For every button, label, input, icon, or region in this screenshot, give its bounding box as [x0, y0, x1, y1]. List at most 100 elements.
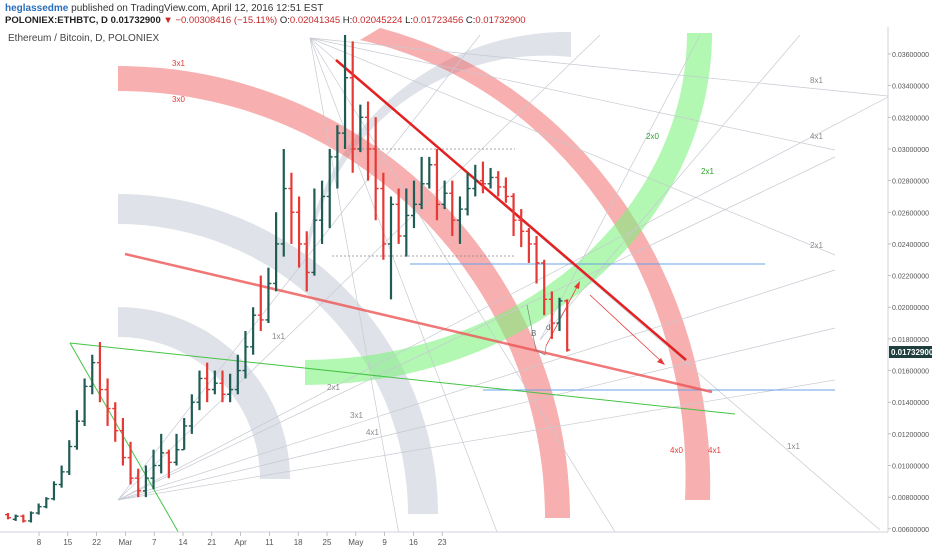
- fan-line: [539, 34, 701, 341]
- ohlc-bar: [403, 188, 410, 257]
- ohlc-bar: [564, 299, 571, 352]
- projection-arrow-down: [589, 294, 663, 363]
- publish-info: heglassedme published on TradingView.com…: [5, 3, 323, 14]
- ohlc-bar: [441, 180, 448, 210]
- last-price-label: 0.01732900: [891, 348, 932, 357]
- y-tick-label: 0.03000000: [892, 147, 929, 154]
- x-tick-label: Mar: [119, 538, 133, 547]
- ohlc-bar: [380, 172, 387, 260]
- ohlc-bar: [227, 373, 234, 403]
- y-tick-label: 0.02400000: [892, 242, 929, 249]
- x-tick-label: 9: [382, 538, 387, 547]
- symbol-label: POLONIEX:ETHBTC, D: [5, 15, 108, 26]
- gray-arc-band-2: [118, 194, 438, 514]
- ohlc-bar: [418, 156, 425, 210]
- ohlc-bar: [479, 161, 486, 194]
- ohlc-bar: [326, 148, 333, 229]
- ohlc-bar: [296, 196, 303, 268]
- close-value: 0.01732900: [475, 15, 526, 26]
- y-tick-label: 0.02600000: [892, 210, 929, 217]
- ohlc-bar: [58, 465, 65, 488]
- x-tick-label: Apr: [234, 538, 247, 547]
- x-tick-label: 11: [265, 538, 274, 547]
- ohlc-bar: [50, 481, 57, 501]
- ohlc-bar: [487, 167, 494, 189]
- ohlc-bar: [43, 497, 50, 509]
- red-resistance-line: [335, 59, 687, 361]
- open-label: O:: [279, 15, 290, 26]
- x-tick-label: 22: [92, 538, 101, 547]
- ohlc-bar: [181, 418, 188, 451]
- x-tick-label: 8: [37, 538, 42, 547]
- ohlc-bar: [104, 378, 111, 426]
- ohlc-bar: [334, 125, 341, 189]
- ohlc-bar: [472, 164, 479, 197]
- ohlc-bar: [541, 259, 548, 316]
- y-tick-label: 0.00600000: [892, 527, 929, 534]
- ohlc-bar: [288, 172, 295, 244]
- ohlc-bar: [426, 156, 433, 189]
- change-arrow-icon: ▼: [163, 15, 173, 26]
- fan-line: [117, 156, 836, 501]
- ohlc-bar: [280, 148, 287, 257]
- fan-line: [309, 37, 399, 532]
- y-tick-label: 0.01200000: [892, 432, 929, 439]
- fan-line: [539, 34, 801, 341]
- fan-line: [309, 37, 836, 256]
- ohlc-bar: [556, 297, 563, 331]
- ohlc-bar: [533, 236, 540, 284]
- ohlc-bar: [449, 180, 456, 237]
- x-tick-label: 16: [409, 538, 418, 547]
- green-arc-band: [305, 33, 712, 385]
- ohlc-bar: [456, 196, 463, 244]
- ohlc-bar: [96, 342, 103, 403]
- ohlc-bar: [242, 330, 249, 379]
- green-band-label-2x1: 2x1: [701, 167, 714, 176]
- fan-label-4x1-low: 4x1: [366, 428, 379, 437]
- open-value: 0.02041345: [289, 15, 341, 26]
- ohlc-bar: [135, 468, 142, 498]
- last-price-tag: [889, 346, 932, 358]
- y-tick-label: 0.02800000: [892, 179, 929, 186]
- ohlc-bar: [173, 433, 180, 466]
- author-link[interactable]: heglassedme: [5, 3, 69, 14]
- ohlc-bar: [510, 193, 517, 237]
- high-label: H:: [342, 15, 353, 26]
- green-trend-line: [69, 342, 179, 532]
- y-tick-label: 0.01400000: [892, 400, 929, 407]
- ohlc-bar: [303, 231, 310, 292]
- x-tick-label: 23: [438, 538, 447, 547]
- ohlc-bar: [150, 449, 157, 490]
- x-tick-label: 14: [179, 538, 188, 547]
- fan-line: [309, 37, 836, 151]
- y-tick-label: 0.03200000: [892, 115, 929, 122]
- ohlc-bar: [525, 228, 532, 263]
- close-label: C:: [465, 15, 476, 26]
- projection-arrow-down-head: [657, 358, 665, 365]
- current-price: 0.01732900: [110, 15, 161, 26]
- ohlc-bar: [158, 433, 165, 474]
- price-chart[interactable]: 8x1 4x1 2x1 1x1 1x1 2x1 3x1 4x1 3x1 3x0 …: [0, 27, 932, 550]
- ohlc-bar: [319, 180, 326, 244]
- ohlc-bar: [66, 440, 73, 476]
- ohlc-bar: [395, 188, 402, 244]
- fan-line: [309, 37, 888, 97]
- plot-area[interactable]: [0, 27, 888, 532]
- x-tick-label: May: [348, 538, 363, 547]
- ohlc-bar: [211, 370, 218, 395]
- ohlc-bar: [188, 394, 195, 434]
- fan-line: [117, 34, 601, 501]
- point-label-d: d: [546, 323, 550, 332]
- y-tick-label: 0.02200000: [892, 274, 929, 281]
- fan-line: [117, 96, 888, 501]
- gray-arc-band-1: [118, 307, 290, 479]
- x-tick-label: 25: [323, 538, 332, 547]
- ohlc-bar: [495, 171, 502, 197]
- green-trend-line: [69, 342, 736, 415]
- ohlc-bar: [35, 503, 42, 515]
- red-band-label-3x1: 3x1: [172, 59, 185, 68]
- ohlc-bar: [81, 378, 88, 426]
- ohlc-bar: [142, 465, 149, 498]
- fan-line: [309, 37, 616, 532]
- ohlc-bar: [112, 402, 119, 442]
